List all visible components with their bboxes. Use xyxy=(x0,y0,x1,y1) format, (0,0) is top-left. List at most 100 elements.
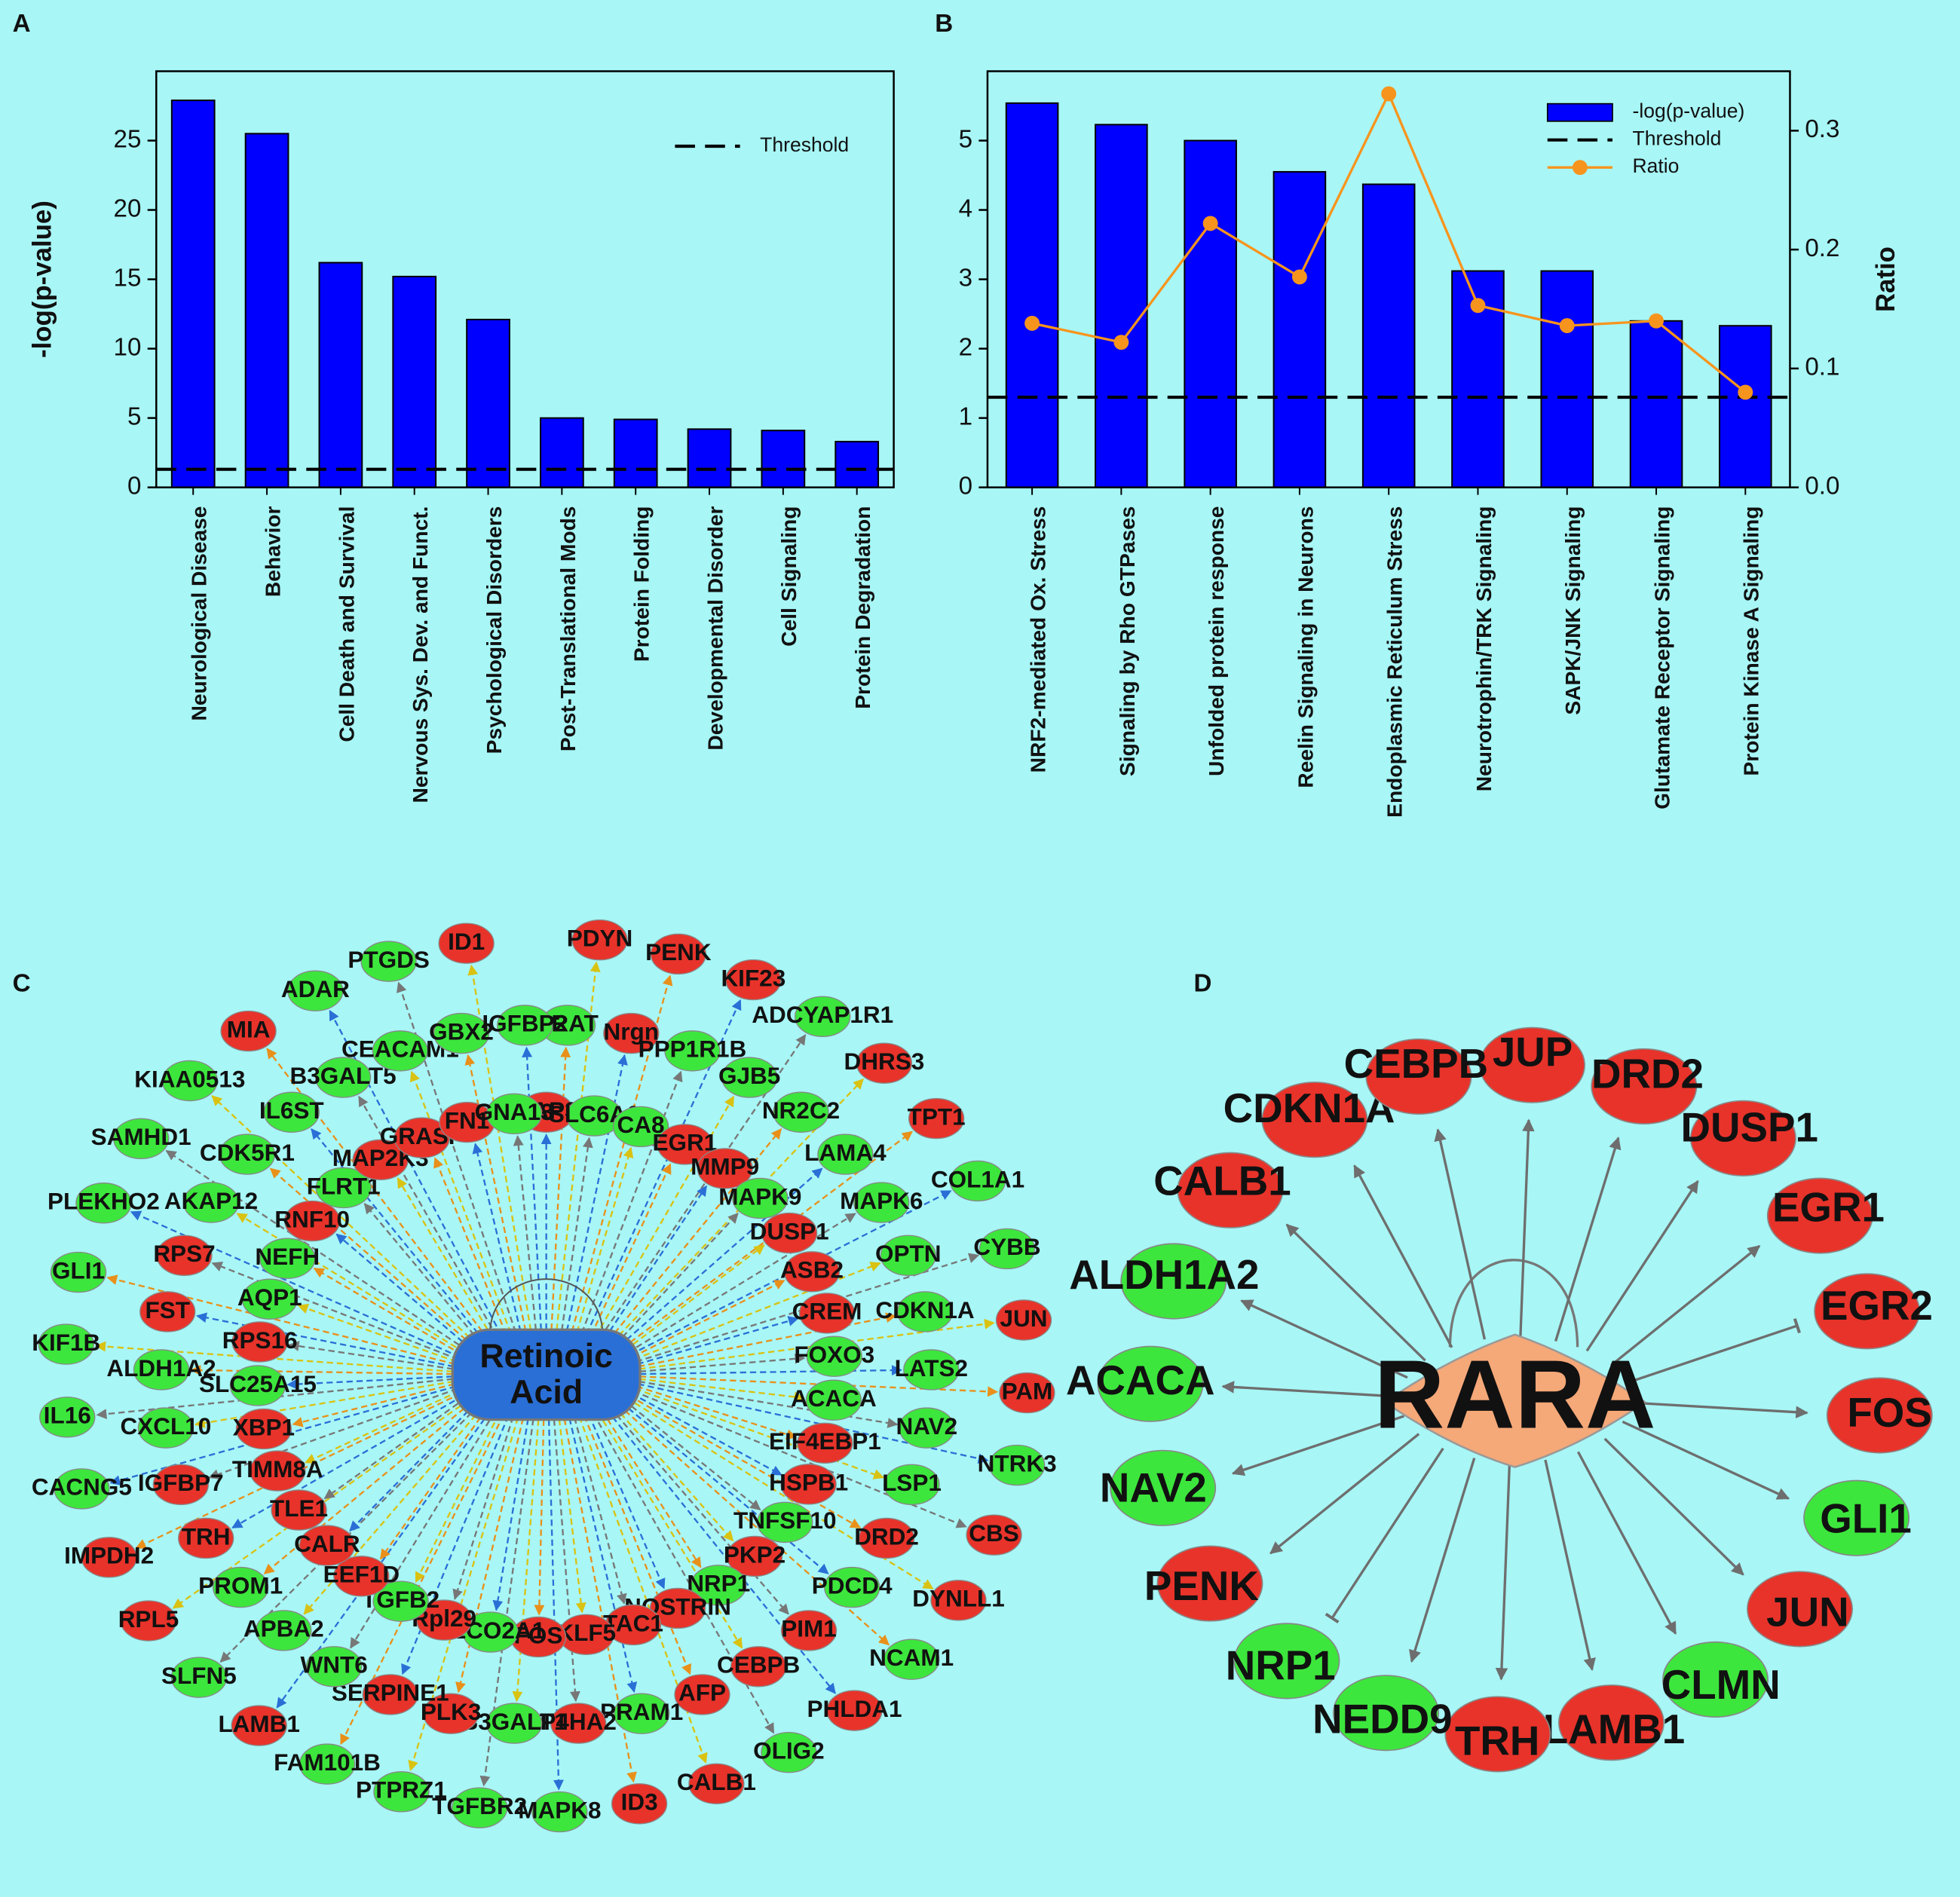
bar xyxy=(392,275,437,488)
gene-node xyxy=(697,1148,753,1189)
gene-node xyxy=(81,1537,137,1578)
edge xyxy=(576,1146,634,1332)
edge xyxy=(631,1392,782,1476)
bar xyxy=(1719,325,1772,488)
gene-label: IGFBP2 xyxy=(482,1010,568,1037)
edge xyxy=(603,1185,708,1340)
edge xyxy=(639,1365,902,1376)
gene-label: CALB1 xyxy=(677,1768,756,1795)
gene-node xyxy=(817,1134,874,1175)
gene-node xyxy=(726,1535,783,1577)
gene-label: NTRK3 xyxy=(978,1449,1057,1476)
plot-frame xyxy=(986,70,1791,488)
edge xyxy=(409,1070,512,1334)
panel-label: B xyxy=(935,10,953,38)
edge xyxy=(571,975,673,1332)
gene-node xyxy=(783,1251,841,1293)
gene-node xyxy=(1591,1048,1698,1124)
gene-label: TGFBR2 xyxy=(432,1792,527,1819)
gene-node xyxy=(1689,1100,1796,1176)
bar xyxy=(1361,183,1416,488)
gene-label: MMP9 xyxy=(691,1153,759,1180)
gene-node xyxy=(966,1514,1022,1556)
y-tick-label: 4 xyxy=(959,194,972,222)
gene-label: CALB1 xyxy=(1153,1157,1291,1204)
edge xyxy=(1353,1164,1453,1348)
edge xyxy=(590,1163,672,1336)
edge xyxy=(601,1410,702,1568)
gene-node xyxy=(995,1299,1052,1341)
gene-label: DHRS3 xyxy=(844,1048,924,1075)
edge xyxy=(349,1403,476,1532)
gene-label: EGR1 xyxy=(1772,1183,1885,1230)
edge xyxy=(639,1353,806,1372)
gene-label: FOS xyxy=(1847,1389,1931,1436)
edge xyxy=(634,1262,881,1360)
x-tick-label: Developmental Disorder xyxy=(703,506,727,751)
edge xyxy=(568,1418,638,1694)
edge xyxy=(639,1378,805,1403)
gene-label: SLC25A15 xyxy=(199,1370,317,1397)
legend-label: Ratio xyxy=(1633,155,1680,177)
edge xyxy=(190,1365,453,1376)
edge xyxy=(286,1375,453,1390)
x-tick-label: Protein Kinase A Signaling xyxy=(1739,506,1763,776)
gene-label: CREM xyxy=(792,1298,862,1325)
gene-label: TPT1 xyxy=(908,1103,966,1130)
y2-tick-label: 0.0 xyxy=(1805,472,1839,500)
edge xyxy=(1603,1437,1744,1576)
gene-node xyxy=(949,1160,1006,1202)
gene-label: PPP1R1B xyxy=(639,1036,747,1063)
panel-label: A xyxy=(13,10,31,38)
edge xyxy=(563,1418,637,1783)
gene-label: ID1 xyxy=(448,928,485,955)
self-loop xyxy=(1448,1259,1579,1348)
gene-node xyxy=(999,1372,1055,1414)
edge xyxy=(269,1167,474,1348)
edge xyxy=(1269,1433,1420,1555)
center-node xyxy=(451,1328,642,1421)
gene-node xyxy=(1479,1027,1585,1103)
gene-node xyxy=(229,1365,286,1406)
gene-node xyxy=(853,1182,910,1223)
gene-node xyxy=(133,1349,190,1391)
gene-node xyxy=(220,1010,277,1052)
bar xyxy=(687,428,732,488)
gene-label: EGR2 xyxy=(1821,1282,1933,1329)
point xyxy=(1024,316,1040,331)
gene-label: CLMN xyxy=(1661,1661,1781,1708)
edge xyxy=(1240,1299,1408,1379)
gene-node xyxy=(550,1703,607,1744)
gene-label: PLK3 xyxy=(421,1698,482,1725)
x-tick-label: Cell Signaling xyxy=(776,506,801,647)
gene-node xyxy=(287,970,344,1011)
y-tick-label: 20 xyxy=(114,194,142,222)
edge xyxy=(565,1054,628,1331)
gene-label: PLEKHO2 xyxy=(47,1188,160,1215)
gene-node xyxy=(182,1182,240,1223)
edge xyxy=(637,1316,799,1366)
gene-label: EEF1D xyxy=(323,1561,400,1588)
gene-node xyxy=(250,1450,306,1492)
gene-node xyxy=(571,919,628,961)
gene-label: TRH xyxy=(1455,1718,1539,1764)
gene-node xyxy=(315,1167,372,1209)
edge xyxy=(1285,1223,1426,1362)
gene-node xyxy=(1120,1243,1227,1320)
gene-label: CXCL10 xyxy=(121,1412,212,1440)
gene-node xyxy=(452,1787,508,1828)
gene-node xyxy=(1826,1377,1933,1454)
edge xyxy=(1544,1459,1596,1671)
edge xyxy=(623,1399,761,1510)
gene-node xyxy=(333,1556,390,1597)
edge xyxy=(1576,1451,1677,1635)
gene-label: ACACA xyxy=(791,1385,877,1412)
gene-node xyxy=(1365,1038,1472,1115)
edge xyxy=(358,1095,498,1337)
gene-label: ADAR xyxy=(281,975,350,1002)
gene-label: NRP1 xyxy=(687,1570,750,1597)
gene-label: LATS2 xyxy=(895,1354,968,1381)
gene-label: CDKN1A xyxy=(1223,1085,1395,1131)
gene-node xyxy=(314,1057,372,1098)
gene-label: KLF5 xyxy=(556,1619,616,1646)
